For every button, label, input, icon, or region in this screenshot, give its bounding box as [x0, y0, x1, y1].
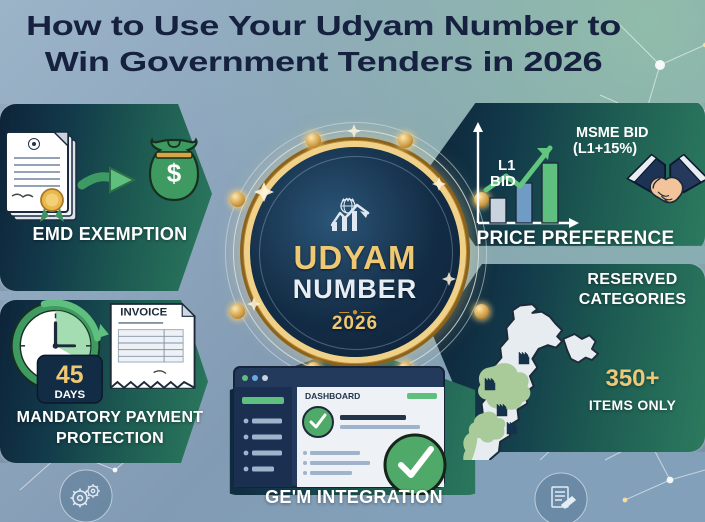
svg-text:L1: L1 [498, 157, 516, 174]
svg-text:DAYS: DAYS [54, 389, 85, 401]
svg-text:DASHBOARD: DASHBOARD [305, 391, 360, 401]
svg-text:45: 45 [56, 362, 84, 389]
svg-text:(L1+15%): (L1+15%) [573, 141, 637, 157]
svg-text:BID: BID [490, 173, 516, 190]
svg-text:INVOICE: INVOICE [120, 306, 167, 318]
svg-text:MSME BID: MSME BID [576, 125, 649, 141]
svg-text:$: $ [167, 158, 182, 188]
